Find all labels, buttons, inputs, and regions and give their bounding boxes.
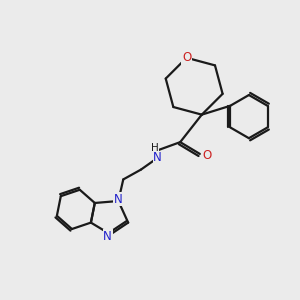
Text: N: N xyxy=(103,230,112,243)
Text: N: N xyxy=(114,193,123,206)
Text: O: O xyxy=(182,51,191,64)
Text: H: H xyxy=(151,143,159,153)
Text: O: O xyxy=(202,149,211,162)
Text: N: N xyxy=(153,151,162,164)
